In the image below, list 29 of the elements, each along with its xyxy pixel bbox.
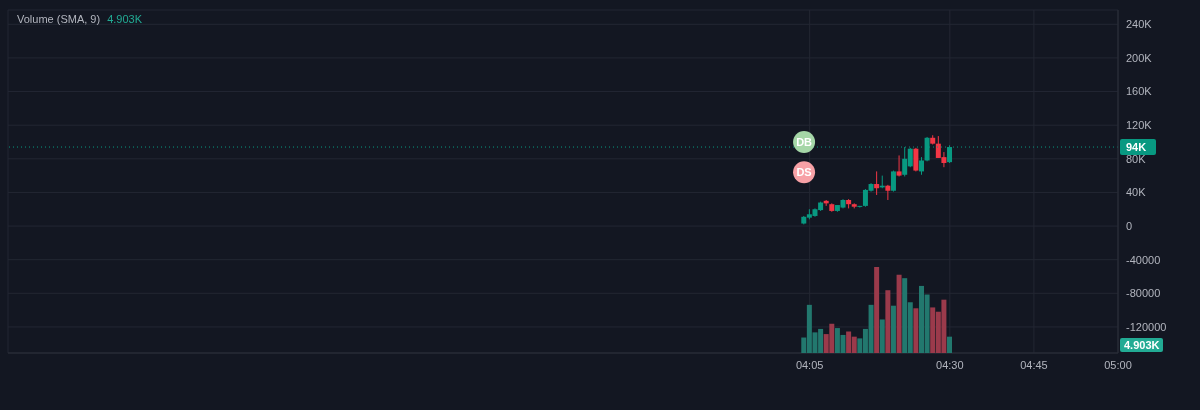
bar — [879, 319, 885, 353]
y-tick-label: 240K — [1126, 18, 1153, 31]
candlestick — [885, 184, 891, 201]
y-tick-label: 40K — [1126, 186, 1147, 199]
y-tick-label: -80000 — [1126, 287, 1161, 300]
chart-title: Volume (SMA, 9) — [17, 13, 101, 25]
y-tick-label: 80K — [1126, 152, 1147, 165]
candlestick — [874, 170, 880, 196]
x-tick-label: 04:30 — [936, 358, 964, 371]
x-tick-label: 04:05 — [795, 358, 824, 371]
bar — [896, 274, 902, 353]
y-tick-label: 160K — [1126, 85, 1153, 98]
y-tick-label: 120K — [1126, 119, 1153, 132]
bar — [890, 305, 896, 353]
bar — [947, 336, 953, 353]
x-tick-label: 04:45 — [1020, 358, 1048, 371]
annotation: DB — [796, 135, 813, 148]
bar — [913, 308, 919, 353]
bar — [874, 267, 880, 353]
y-tick-label: 200K — [1126, 51, 1153, 64]
ref-line-label: 94K — [1126, 141, 1147, 154]
annotation: 4.903K — [107, 13, 143, 25]
bar — [885, 290, 891, 353]
x-tick-label: 05:00 — [1104, 358, 1132, 371]
y-tick-label: -40000 — [1126, 253, 1161, 266]
y-tick-label: -120000 — [1126, 320, 1167, 333]
text: 4.903K — [1120, 338, 1164, 352]
annotation: DS — [796, 166, 812, 179]
y-tick-label: 0 — [1126, 219, 1133, 232]
